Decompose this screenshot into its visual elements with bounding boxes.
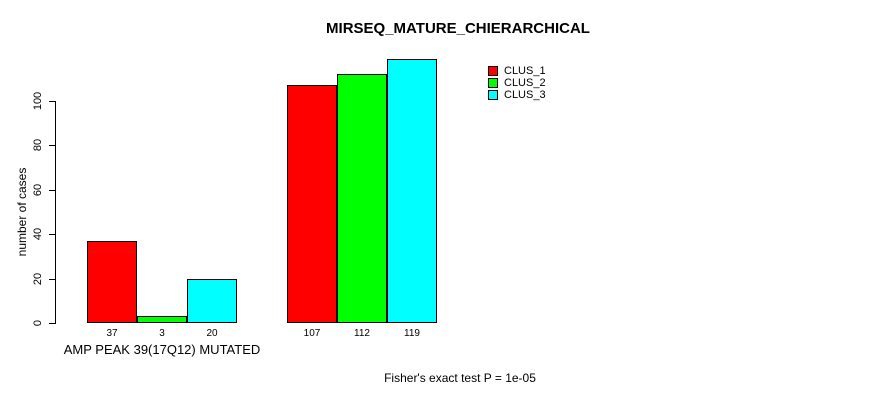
- fisher-test-annotation: Fisher's exact test P = 1e-05: [384, 371, 536, 385]
- y-tick-label: 80: [32, 138, 44, 152]
- bar-value-label: 112: [354, 328, 370, 339]
- bar-value-label: 20: [206, 328, 218, 339]
- y-tick: [49, 101, 56, 102]
- y-tick-label: 0: [32, 319, 44, 327]
- y-tick-label: 20: [32, 272, 44, 286]
- bar-value-label: 119: [404, 328, 420, 339]
- legend-swatch-CLUS_1: [488, 66, 498, 76]
- bar-CLUS_1-group1: [87, 241, 137, 323]
- bar-value-label: 107: [303, 328, 321, 339]
- bar-CLUS_1-group2: [287, 85, 337, 323]
- y-axis-label: number of cases: [15, 167, 29, 257]
- legend: CLUS_1 CLUS_2 CLUS_3: [488, 65, 546, 101]
- legend-swatch-CLUS_2: [488, 78, 498, 88]
- y-tick: [49, 279, 56, 280]
- bar-CLUS_2-group2: [337, 74, 387, 323]
- y-tick: [49, 323, 56, 324]
- x-axis-group-label: AMP PEAK 39(17Q12) MUTATED: [63, 342, 261, 357]
- y-tick-label: 100: [32, 91, 44, 111]
- y-axis-line: [55, 101, 56, 324]
- bar-CLUS_2-group1: [137, 316, 187, 323]
- legend-swatch-CLUS_3: [488, 90, 498, 100]
- legend-item-CLUS_2: CLUS_2: [488, 77, 546, 89]
- bar-CLUS_3-group1: [187, 279, 237, 323]
- y-tick: [49, 145, 56, 146]
- y-tick: [49, 234, 56, 235]
- bar-CLUS_3-group2: [387, 59, 437, 323]
- y-tick: [49, 190, 56, 191]
- bar-value-label: 37: [106, 328, 118, 339]
- legend-label: CLUS_3: [504, 89, 546, 101]
- chart-title: MIRSEQ_MATURE_CHIERARCHICAL: [326, 20, 590, 37]
- legend-item-CLUS_3: CLUS_3: [488, 89, 546, 101]
- legend-label: CLUS_1: [504, 65, 546, 77]
- legend-label: CLUS_2: [504, 77, 546, 89]
- y-tick-label: 60: [32, 183, 44, 197]
- y-tick-label: 40: [32, 227, 44, 241]
- bar-value-label: 3: [159, 328, 165, 339]
- legend-item-CLUS_1: CLUS_1: [488, 65, 546, 77]
